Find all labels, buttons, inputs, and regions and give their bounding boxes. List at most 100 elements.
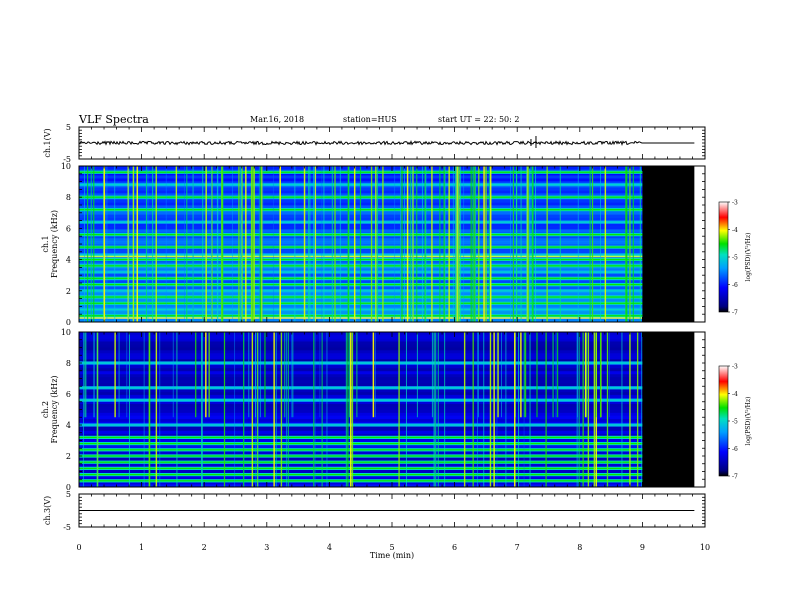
spectrogram-sferic xyxy=(599,332,602,418)
x-axis-label: Time (min) xyxy=(370,551,414,560)
spectrogram-sferic xyxy=(205,332,207,418)
y-axis-label-channel: ch.1 xyxy=(41,235,50,252)
x-tick-label: 4 xyxy=(327,543,332,552)
spectrogram-cell-row xyxy=(79,355,643,360)
spectrogram-sferic xyxy=(629,166,631,322)
spectrogram-sferic xyxy=(452,166,454,322)
spectrogram-sferic xyxy=(321,166,323,322)
spectrogram-sferic xyxy=(405,332,407,487)
spectrogram-sferic xyxy=(245,166,247,322)
spectrogram-sferic xyxy=(382,166,384,322)
spectrogram-sferic xyxy=(314,166,317,322)
spectrogram-sferic xyxy=(261,166,263,322)
spectrogram-sferic xyxy=(128,332,130,487)
spectrogram-sferic xyxy=(319,332,321,418)
spectrogram-sferic xyxy=(606,332,609,487)
spectrogram-cell-row xyxy=(79,433,643,437)
spectrogram-sferic xyxy=(412,166,414,322)
spectrogram-sferic xyxy=(529,332,531,487)
spectrogram-band-core xyxy=(79,474,643,476)
spectrogram-sferic xyxy=(262,166,264,322)
y-axis-label: ch.3(V) xyxy=(43,496,52,525)
spectrogram-band-core xyxy=(79,399,643,401)
spectrogram-cell-row xyxy=(79,475,643,479)
spectrogram-sferic xyxy=(221,166,223,322)
y-axis-label: Frequency (kHz) xyxy=(50,375,59,443)
spectrogram-sferic xyxy=(90,166,92,322)
spectrogram-sferic xyxy=(421,166,423,322)
spectrogram-sferic xyxy=(628,166,630,322)
spectrogram-sferic xyxy=(489,332,492,487)
spectrogram-sferic xyxy=(456,166,458,322)
spectrogram-sferic xyxy=(526,166,528,322)
spectrogram-sferic xyxy=(126,332,128,418)
spectrogram-sferic xyxy=(497,332,499,418)
y-tick-label: 2 xyxy=(66,452,71,461)
spectrogram-sferic xyxy=(118,332,120,418)
spectrogram-sferic xyxy=(501,332,502,418)
spectrogram-band-core xyxy=(79,461,643,463)
spectrogram-sferic xyxy=(457,166,459,322)
spectrogram-sferic xyxy=(294,166,296,322)
spectrogram-sferic xyxy=(604,166,607,322)
spectrogram-sferic xyxy=(477,332,478,487)
spectrogram-band-core xyxy=(79,424,643,426)
spectrogram-sferic xyxy=(514,332,516,487)
spectrogram-cell-row xyxy=(79,439,643,443)
spectrogram-sferic xyxy=(148,332,150,487)
colorbar-tick-label: -4 xyxy=(732,391,738,398)
spectrogram-cell-row xyxy=(79,358,643,363)
y-tick-label: 5 xyxy=(66,123,71,132)
y-tick-label: 8 xyxy=(66,359,71,368)
date-label: Mar.16, 2018 xyxy=(250,115,305,124)
spectrogram-sferic xyxy=(425,166,427,322)
spectrogram-cell-row xyxy=(79,367,643,372)
spectrogram-sferic xyxy=(483,166,485,322)
y-tick-label: -5 xyxy=(63,523,71,532)
x-tick-label: 5 xyxy=(389,543,394,552)
spectrogram-sferic xyxy=(375,166,377,322)
spectrogram-sferic xyxy=(348,166,350,322)
spectrogram-sferic xyxy=(444,332,446,487)
y-tick-label: 0 xyxy=(66,483,71,492)
spectrogram-sferic xyxy=(347,332,349,487)
spectrogram-sferic xyxy=(621,332,623,487)
spectrogram-sferic xyxy=(505,332,507,487)
spectrogram-sferic xyxy=(314,332,316,487)
spectrogram-cell-row xyxy=(79,388,643,393)
spectrogram-sferic xyxy=(406,166,409,322)
spectrogram-band-core xyxy=(79,387,643,389)
spectrogram-sferic xyxy=(584,332,587,418)
spectrogram-sferic xyxy=(275,332,277,487)
y-tick-label: 5 xyxy=(66,490,71,499)
spectrogram-sferic xyxy=(251,332,254,487)
spectrogram-cell-row xyxy=(79,415,643,419)
spectrogram-sferic xyxy=(145,166,147,322)
spectrogram-cell-row xyxy=(79,481,643,485)
spectrogram-sferic xyxy=(524,332,527,418)
spectrogram-sferic xyxy=(84,166,85,322)
spectrogram-cell-row xyxy=(79,394,643,399)
spectrogram-sferic xyxy=(398,332,400,487)
spectrogram-band-core xyxy=(79,449,643,451)
spectrogram-sferic xyxy=(208,332,210,418)
spectrogram-cell-row xyxy=(79,403,643,408)
colorbar-label: log(PSD)(V²/Hz) xyxy=(745,397,752,446)
spectrogram-sferic xyxy=(309,166,311,322)
spectrogram-sferic xyxy=(287,332,289,487)
spectrogram-sferic xyxy=(546,166,548,322)
spectrogram-sferic xyxy=(147,166,149,322)
spectrogram-sferic xyxy=(353,166,356,322)
spectrogram-no-data xyxy=(642,332,695,487)
spectrogram-sferic xyxy=(401,166,403,322)
spectrogram-sferic xyxy=(496,332,498,487)
spectrogram-sferic xyxy=(176,332,178,487)
colorbar-tick-label: -3 xyxy=(732,200,738,207)
spectrogram-sferic xyxy=(404,166,405,322)
spectrogram-cell-row xyxy=(79,340,643,345)
spectrogram-sferic xyxy=(84,332,86,418)
spectrogram-sferic xyxy=(234,332,236,487)
spectrogram-sferic xyxy=(356,332,358,418)
spectrogram-sferic xyxy=(93,332,95,418)
spectrogram-sferic xyxy=(202,332,203,487)
